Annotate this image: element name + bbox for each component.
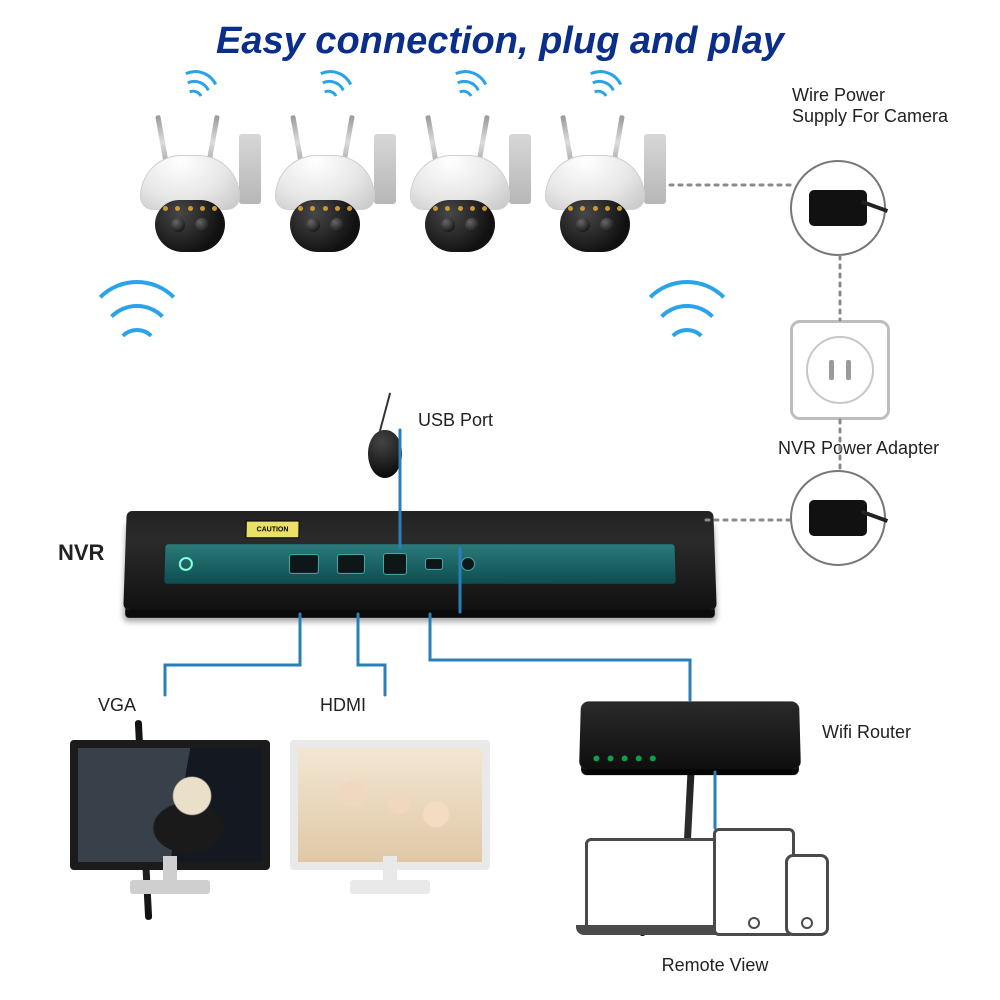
usb-port-label: USB Port	[418, 410, 493, 431]
hdmi-monitor	[290, 740, 490, 894]
phone-icon	[785, 854, 829, 936]
nvr-label: NVR	[58, 540, 104, 566]
remote-view-label: Remote View	[585, 955, 845, 976]
nvr-device: CAUTION	[123, 511, 716, 610]
tablet-icon	[713, 828, 795, 936]
vga-port-icon	[289, 554, 319, 574]
lan-port-icon	[383, 553, 407, 575]
camera-2	[270, 100, 390, 260]
vga-monitor	[70, 740, 270, 894]
hdmi-port-icon	[337, 554, 365, 574]
dc-port-icon	[461, 557, 475, 571]
wifi-router	[579, 701, 801, 769]
wifi-icon	[632, 280, 742, 390]
camera-4	[540, 100, 660, 260]
hdmi-label: HDMI	[320, 695, 366, 716]
nvr-power-adapter-icon	[790, 470, 886, 566]
camera-1	[135, 100, 255, 260]
camera-3	[405, 100, 525, 260]
power-outlet-icon	[790, 320, 890, 420]
page-title: Easy connection, plug and play	[0, 20, 1000, 63]
mouse-icon	[368, 430, 402, 478]
usb-port-icon	[425, 558, 443, 570]
nvr-adapter-label: NVR Power Adapter	[778, 438, 939, 459]
wifi-router-label: Wifi Router	[822, 722, 911, 743]
vga-label: VGA	[98, 695, 136, 716]
caution-label: CAUTION	[245, 521, 299, 539]
wire-power-label: Wire Power Supply For Camera	[792, 85, 948, 127]
wifi-icon	[82, 280, 192, 390]
camera-power-adapter-icon	[790, 160, 886, 256]
remote-view-devices	[585, 828, 845, 948]
